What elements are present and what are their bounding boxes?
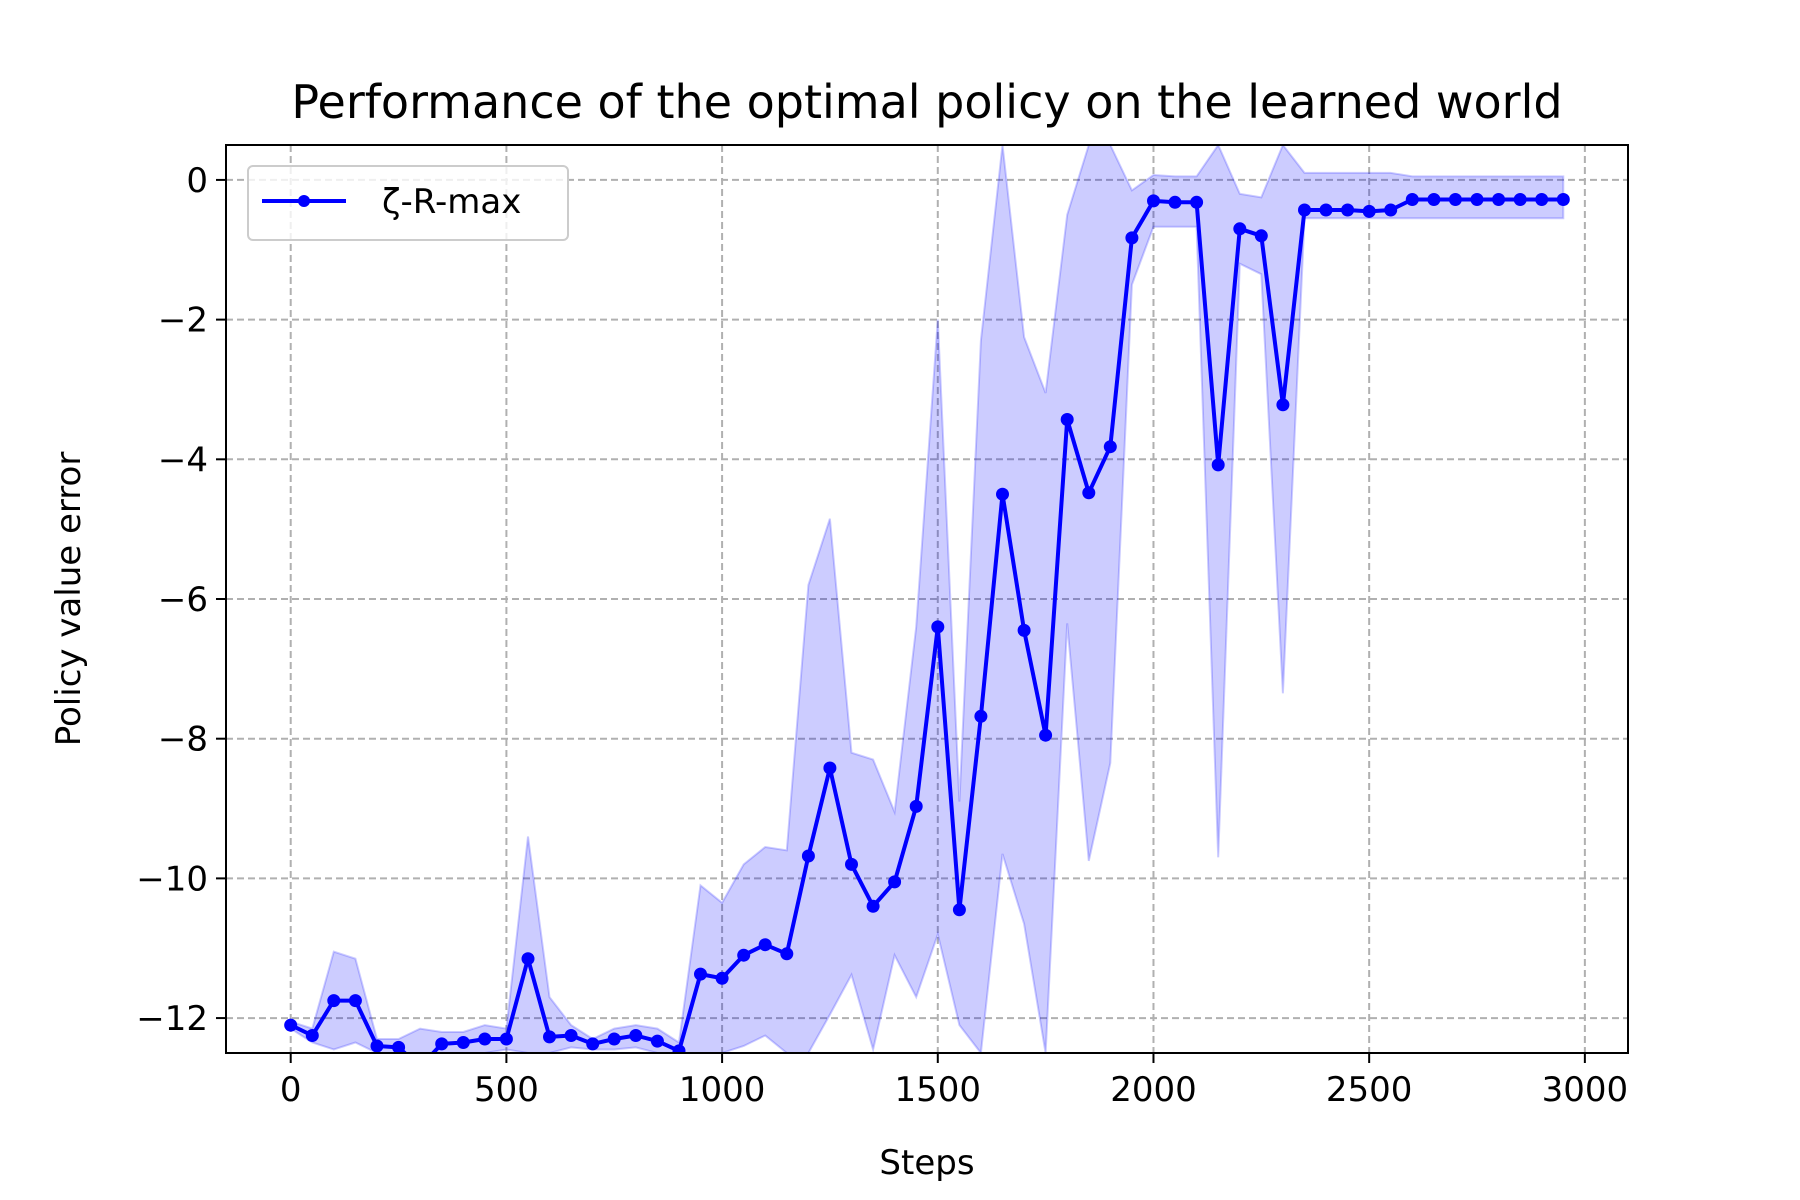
x-tick-label: 3000: [1542, 1070, 1629, 1110]
data-point: [1211, 458, 1225, 472]
data-point: [456, 1036, 470, 1049]
data-point: [1556, 193, 1570, 206]
data-point: [284, 1018, 298, 1032]
data-point: [1039, 728, 1053, 742]
y-tick-label: −2: [158, 301, 208, 341]
data-point: [478, 1032, 492, 1046]
data-point: [888, 875, 902, 889]
data-point: [1168, 195, 1182, 209]
data-point: [1319, 203, 1333, 217]
data-point: [758, 938, 772, 952]
data-point: [370, 1039, 384, 1053]
data-point: [996, 487, 1009, 501]
legend-label: ζ-R-max: [382, 182, 521, 222]
data-point: [1513, 193, 1527, 206]
data-point: [737, 948, 751, 962]
data-point: [435, 1037, 449, 1051]
x-tick-label: 2000: [1110, 1070, 1197, 1110]
data-point: [348, 994, 362, 1008]
x-axis-label: Steps: [879, 1143, 974, 1183]
data-point: [845, 857, 858, 871]
data-point: [1384, 203, 1398, 217]
data-point: [1017, 623, 1031, 637]
y-tick-label: −4: [158, 440, 208, 480]
y-tick-label: 0: [186, 161, 208, 201]
chart-title: Performance of the optimal policy on the…: [291, 75, 1562, 129]
data-point: [586, 1037, 600, 1051]
data-point: [1341, 203, 1355, 217]
data-point: [974, 709, 988, 723]
x-tick-label: 0: [280, 1070, 302, 1110]
data-point: [305, 1029, 319, 1042]
data-point: [564, 1029, 578, 1042]
data-point: [499, 1032, 513, 1046]
data-point: [521, 952, 535, 966]
y-axis-ticks: 0 −2 −4 −6 −8 −10 −12: [136, 161, 226, 1039]
x-tick-label: 1000: [679, 1070, 766, 1110]
legend-marker-swatch: [298, 195, 310, 207]
data-point: [327, 994, 341, 1008]
legend: ζ-R-max: [247, 165, 569, 241]
x-tick-label: 2500: [1326, 1070, 1413, 1110]
confidence-band: [289, 145, 1565, 1053]
data-point: [801, 849, 815, 863]
y-axis-label: Policy value error: [49, 452, 89, 747]
x-tick-label: 1500: [895, 1070, 982, 1110]
data-point: [650, 1034, 664, 1048]
data-point: [952, 903, 966, 917]
data-point: [1254, 229, 1268, 243]
data-point: [909, 799, 923, 813]
series-marker-layer: [284, 193, 1570, 1053]
legend-frame: [247, 165, 569, 241]
x-tick-label: 500: [474, 1070, 539, 1110]
data-point: [1362, 204, 1376, 218]
y-tick-label: −8: [158, 720, 208, 760]
data-point: [1276, 398, 1290, 412]
data-point: [1103, 440, 1117, 454]
data-point: [1405, 193, 1419, 206]
data-point: [1125, 231, 1139, 245]
data-point: [1470, 193, 1484, 206]
data-point: [392, 1040, 406, 1053]
data-point: [672, 1044, 686, 1053]
data-point: [1535, 193, 1549, 206]
y-tick-label: −6: [158, 580, 208, 620]
data-point: [629, 1029, 643, 1042]
x-axis-ticks: 0 500 1000 1500 2000 2500 3000: [280, 1053, 1628, 1110]
data-point: [1427, 193, 1441, 206]
data-point: [1060, 413, 1074, 426]
data-point: [543, 1030, 556, 1044]
data-point: [1190, 195, 1204, 209]
data-point: [866, 899, 880, 913]
data-point: [1082, 486, 1096, 500]
y-tick-label: −12: [136, 999, 208, 1039]
data-point: [1298, 203, 1311, 217]
data-point: [694, 967, 707, 981]
data-point: [823, 761, 837, 775]
data-point: [1147, 194, 1160, 208]
data-point: [1233, 222, 1247, 236]
data-point: [931, 620, 945, 634]
data-point: [715, 971, 729, 985]
y-tick-label: −10: [136, 859, 208, 899]
data-point: [780, 947, 794, 961]
confidence-band-layer: [289, 145, 1565, 1053]
data-point: [607, 1032, 621, 1046]
data-point: [1492, 193, 1506, 206]
data-point: [1448, 193, 1462, 206]
